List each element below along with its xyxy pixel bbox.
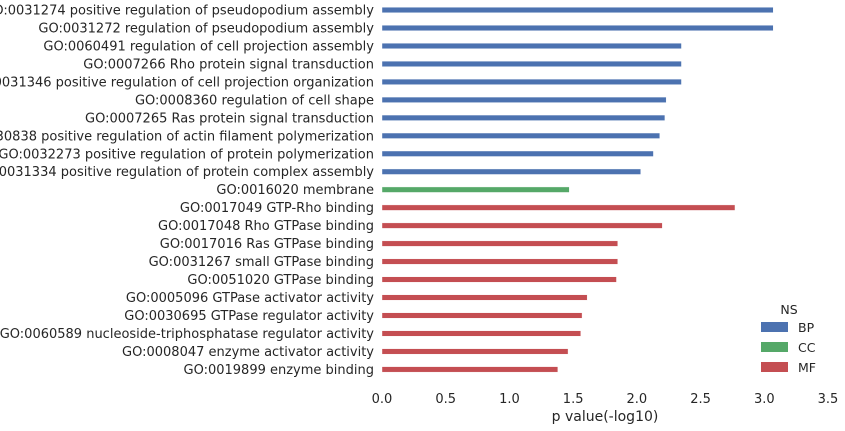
x-tick-label: 1.0 [499,392,520,407]
category-label: GO:0032273 positive regulation of protei… [0,147,374,162]
category-label: GO:0031267 small GTPase binding [149,255,374,270]
bar [381,96,667,103]
category-label: GO:0016020 membrane [216,183,374,198]
category-label: GO:0060589 nucleoside-triphosphatase reg… [0,327,374,342]
x-tick-label: 2.0 [627,392,648,407]
category-label: GO:0030695 GTPase regulator activity [124,309,374,324]
x-tick-label: 0.0 [372,392,393,407]
category-label: GO:0031272 regulation of pseudopodium as… [38,21,374,36]
bar [381,348,569,355]
x-tick-label: 1.5 [563,392,584,407]
bar [381,25,774,31]
x-tick-label: 3.5 [818,392,839,407]
category-label: GO:0008360 regulation of cell shape [135,93,374,108]
bar [381,42,682,49]
x-tick-label: 3.0 [754,392,775,407]
category-label: GO:0030838 positive regulation of actin … [0,129,374,144]
category-label: GO:0008047 enzyme activator activity [122,345,374,360]
category-labels: GO:0031274 positive regulation of pseudo… [0,4,374,378]
bar [381,60,682,67]
legend-label: CC [798,340,816,355]
legend-swatch [761,342,788,352]
category-label: GO:0019899 enzyme binding [184,363,375,378]
bar [381,7,774,13]
bar [381,294,588,301]
category-label: GO:0060491 regulation of cell projection… [43,39,374,54]
legend: NS BP CC MF [761,302,816,375]
legend-label: BP [798,320,815,335]
bar [381,186,570,193]
bar [381,150,654,157]
bar [381,204,736,211]
legend-title: NS [780,302,797,317]
bar [381,276,617,283]
bar [381,114,666,121]
bar [381,240,618,247]
legend-swatch [761,362,788,372]
bar [381,258,618,265]
category-label: GO:0007265 Ras protein signal transducti… [85,111,374,126]
category-label: GO:0017049 GTP-Rho binding [180,201,374,216]
bar [381,222,663,229]
category-label: GO:0031334 positive regulation of protei… [0,165,374,180]
x-axis-title: p value(-log10) [552,409,659,425]
x-tick-label: 0.5 [435,392,456,407]
legend-entries: BP CC MF [761,320,816,375]
category-label: GO:0051020 GTPase binding [187,273,374,288]
category-label: GO:0005096 GTPase activator activity [126,291,374,306]
legend-label: MF [798,360,816,375]
x-tick-label: 2.5 [690,392,711,407]
x-axis-ticks: 0.0 0.5 1.0 1.5 2.0 2.5 3.0 3.5 [372,392,839,407]
bar [381,330,581,337]
bar [381,78,682,85]
bar [381,168,641,175]
category-label: GO:0031274 positive regulation of pseudo… [0,4,374,19]
category-label: GO:0017016 Ras GTPase binding [160,237,374,252]
legend-swatch [761,322,788,332]
category-label: GO:0031346 positive regulation of cell p… [0,75,374,90]
category-label: GO:0007266 Rho protein signal transducti… [83,57,374,72]
category-label: GO:0017048 Rho GTPase binding [158,219,374,234]
bars-layer [381,7,774,373]
bar [381,312,583,319]
bar [381,132,660,139]
bar [381,366,559,373]
